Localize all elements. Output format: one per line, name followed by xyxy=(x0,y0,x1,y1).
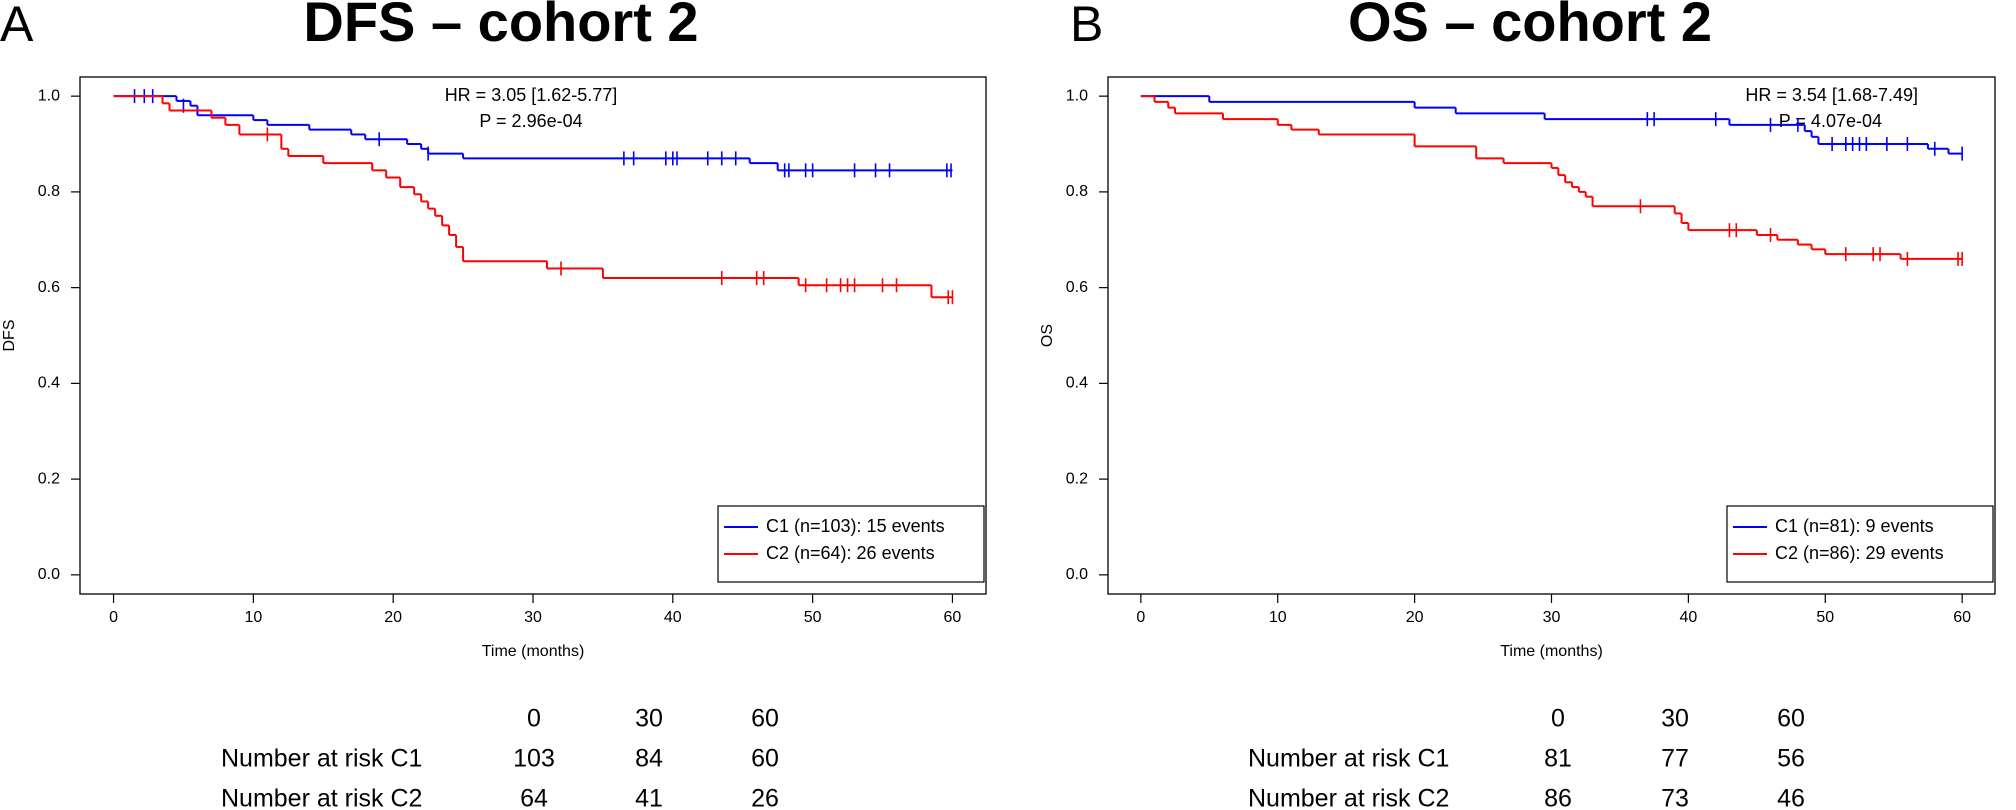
risk-time: 60 xyxy=(751,705,779,733)
x-tick-label: 60 xyxy=(944,609,962,626)
chart-title: DFS – cohort 2 xyxy=(303,0,698,53)
x-tick-label: 10 xyxy=(1269,609,1287,626)
risk-count: 26 xyxy=(751,785,779,810)
x-tick-label: 50 xyxy=(1816,609,1834,626)
y-tick-label: 0.6 xyxy=(38,279,60,296)
risk-count: 77 xyxy=(1661,745,1689,773)
x-tick-label: 0 xyxy=(1136,609,1145,626)
y-tick-label: 0.0 xyxy=(38,566,60,583)
survival-curve xyxy=(1140,95,1963,266)
legend-label: C2 (n=86): 29 events xyxy=(1775,543,1944,563)
legend-label: C1 (n=103): 15 events xyxy=(766,516,945,536)
x-tick-label: 20 xyxy=(1406,609,1424,626)
risk-count: 64 xyxy=(520,785,548,810)
x-tick-label: 20 xyxy=(384,609,402,626)
risk-time: 60 xyxy=(1777,705,1805,733)
risk-time: 30 xyxy=(1661,705,1689,733)
risk-count: 86 xyxy=(1544,785,1572,810)
legend-box xyxy=(717,505,985,583)
survival-curve xyxy=(1140,95,1963,161)
x-tick-label: 60 xyxy=(1953,609,1971,626)
risk-count: 84 xyxy=(635,745,663,773)
legend-box xyxy=(1726,505,1994,583)
y-tick-label: 0.4 xyxy=(1066,375,1088,392)
risk-row-label: Number at risk C1 xyxy=(1248,745,1449,773)
y-tick-label: 1.0 xyxy=(1066,87,1088,104)
y-axis-label: DFS xyxy=(1,320,18,352)
y-tick-label: 0.2 xyxy=(1066,470,1088,487)
risk-time: 0 xyxy=(1551,705,1565,733)
risk-time: 30 xyxy=(635,705,663,733)
risk-row-label: Number at risk C2 xyxy=(1248,785,1449,810)
x-tick-label: 30 xyxy=(1543,609,1561,626)
chart-title: OS – cohort 2 xyxy=(1348,0,1712,53)
x-axis-label: Time (months) xyxy=(482,643,585,660)
x-tick-label: 30 xyxy=(524,609,542,626)
x-tick-label: 10 xyxy=(244,609,262,626)
legend-label: C1 (n=81): 9 events xyxy=(1775,516,1934,536)
x-axis-label: Time (months) xyxy=(1500,643,1603,660)
x-tick-label: 0 xyxy=(109,609,118,626)
risk-count: 60 xyxy=(751,745,779,773)
annotation: HR = 3.54 [1.68-7.49] xyxy=(1745,85,1918,105)
risk-count: 73 xyxy=(1661,785,1689,810)
risk-time: 0 xyxy=(527,705,541,733)
y-tick-label: 0.4 xyxy=(38,375,60,392)
y-tick-label: 1.0 xyxy=(38,87,60,104)
x-tick-label: 40 xyxy=(664,609,682,626)
risk-count: 46 xyxy=(1777,785,1805,810)
annotation: P = 2.96e-04 xyxy=(479,111,582,131)
risk-row-label: Number at risk C1 xyxy=(221,745,422,773)
panel-letter: B xyxy=(1070,0,1103,52)
y-tick-label: 0.6 xyxy=(1066,279,1088,296)
y-tick-label: 0.2 xyxy=(38,470,60,487)
annotation: HR = 3.05 [1.62-5.77] xyxy=(445,85,618,105)
survival-curve xyxy=(113,95,954,305)
y-tick-label: 0.0 xyxy=(1066,566,1088,583)
y-tick-label: 0.8 xyxy=(1066,183,1088,200)
risk-count: 103 xyxy=(513,745,555,773)
risk-count: 81 xyxy=(1544,745,1572,773)
x-tick-label: 50 xyxy=(804,609,822,626)
y-axis-label: OS xyxy=(1039,324,1056,347)
panel-letter: A xyxy=(0,0,34,52)
risk-count: 56 xyxy=(1777,745,1805,773)
y-tick-label: 0.8 xyxy=(38,183,60,200)
legend-label: C2 (n=64): 26 events xyxy=(766,543,935,563)
survival-curve xyxy=(113,89,953,178)
x-tick-label: 40 xyxy=(1679,609,1697,626)
annotation: P = 4.07e-04 xyxy=(1779,111,1882,131)
risk-count: 41 xyxy=(635,785,663,810)
risk-row-label: Number at risk C2 xyxy=(221,785,422,810)
